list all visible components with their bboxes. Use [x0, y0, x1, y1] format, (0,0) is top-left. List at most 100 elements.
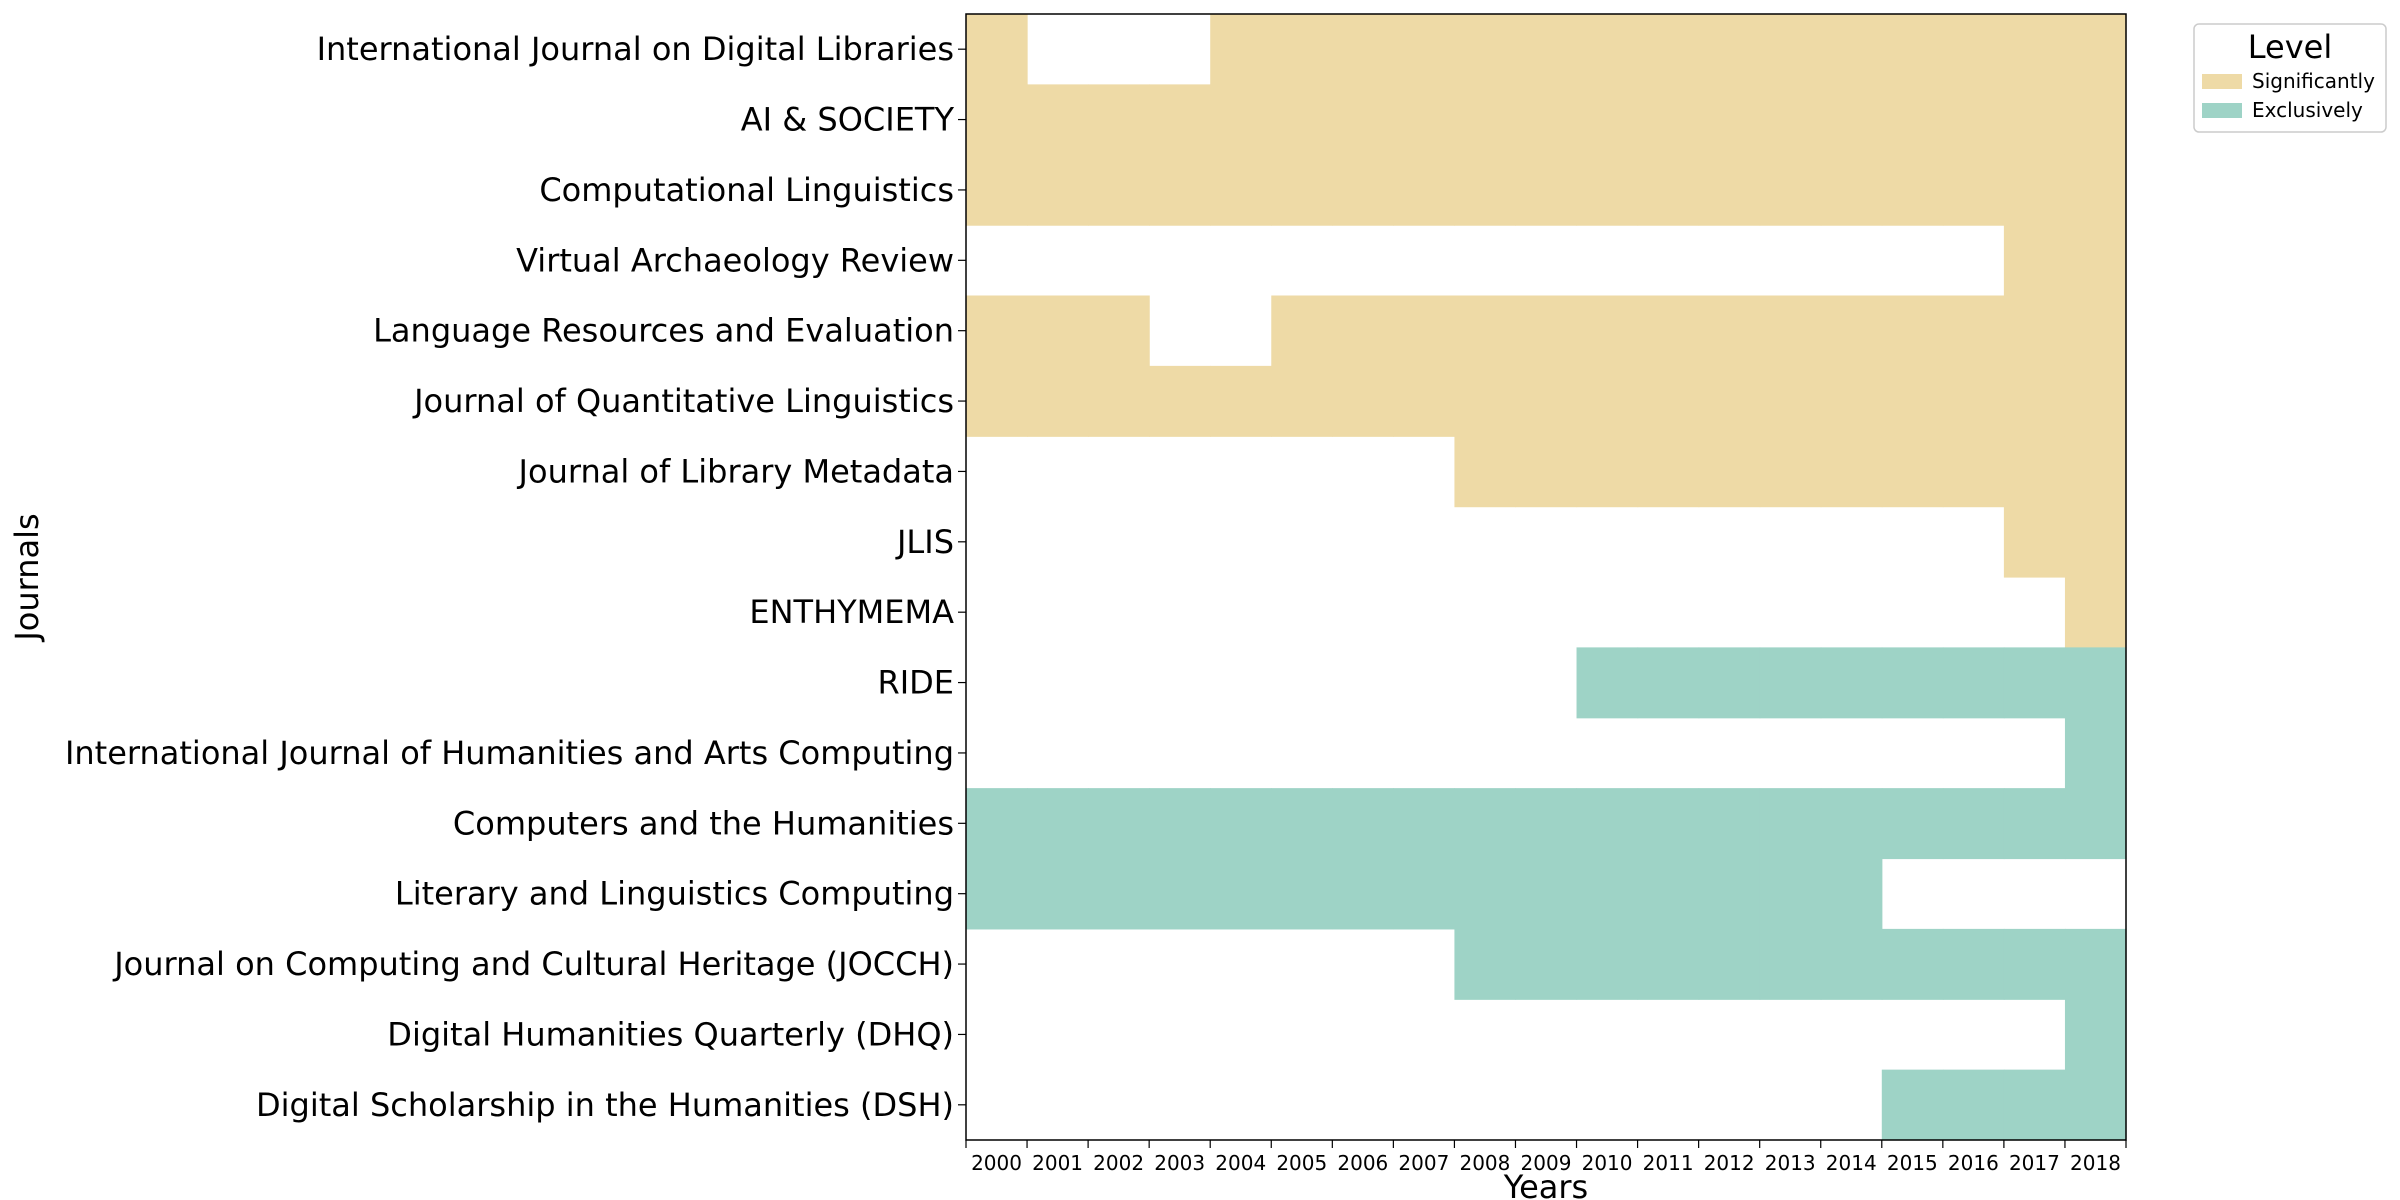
heatmap-cell — [1942, 295, 2005, 367]
heatmap-cell — [1393, 154, 1456, 226]
x-tick-label: 2001 — [1032, 1151, 1083, 1175]
heatmap-cell — [1271, 365, 1333, 437]
legend-label: Exclusively — [2252, 98, 2363, 122]
heatmap-cell — [1881, 84, 1944, 156]
heatmap-cell — [1149, 858, 1211, 930]
y-tick-label: Computers and the Humanities — [453, 804, 954, 842]
heatmap-cell — [2003, 788, 2066, 860]
heatmap-cell — [1576, 788, 1639, 860]
y-tick-label: Journal of Quantitative Linguistics — [412, 382, 954, 420]
heatmap-cell — [1454, 928, 1517, 1000]
heatmap-cell — [1454, 295, 1517, 367]
heatmap-cell — [1210, 14, 1272, 85]
heatmap-cell — [1759, 154, 1822, 226]
heatmap-cell — [1454, 436, 1517, 508]
heatmap-cell — [1881, 647, 1944, 719]
heatmap-cell — [1210, 154, 1272, 226]
x-tick-label: 2000 — [971, 1151, 1022, 1175]
heatmap-cell — [1759, 858, 1822, 930]
heatmap-cell — [1759, 365, 1822, 437]
heatmap-cell — [1332, 788, 1394, 860]
heatmap-cell — [1027, 365, 1089, 437]
heatmap-cell — [2064, 225, 2127, 297]
heatmap-cell — [2064, 295, 2127, 367]
heatmap-cell — [1576, 436, 1639, 508]
heatmap-cell — [1515, 154, 1578, 226]
heatmap-cell — [1576, 928, 1639, 1000]
heatmap-cell — [1027, 858, 1089, 930]
heatmap-cell — [1759, 295, 1822, 367]
heatmap-cell — [1942, 1069, 2005, 1141]
heatmap-cell — [1637, 788, 1700, 860]
heatmap-cell — [1698, 647, 1761, 719]
heatmap-cell — [1454, 788, 1517, 860]
heatmap-cell — [2064, 436, 2127, 508]
heatmap-cell — [1881, 1069, 1944, 1141]
heatmap-cell — [2064, 577, 2127, 648]
heatmap-cell — [1576, 647, 1639, 719]
legend-swatch — [2202, 103, 2242, 118]
heatmap-cell — [2064, 84, 2127, 156]
heatmap-cell — [1393, 295, 1456, 367]
heatmap-cell — [1576, 84, 1639, 156]
heatmap-cell — [966, 365, 1028, 437]
heatmap-cell — [1332, 154, 1394, 226]
heatmap-cell — [1515, 365, 1578, 437]
heatmap-cell — [1454, 84, 1517, 156]
heatmap-cell — [1698, 84, 1761, 156]
y-tick-label: Virtual Archaeology Review — [516, 241, 954, 279]
heatmap-cell — [2003, 928, 2066, 1000]
heatmap-cell — [2064, 365, 2127, 437]
heatmap-cell — [1759, 788, 1822, 860]
heatmap-cell — [1698, 154, 1761, 226]
y-tick-label: Digital Scholarship in the Humanities (D… — [256, 1086, 954, 1124]
heatmap-cell — [1820, 154, 1883, 226]
x-tick-label: 2007 — [1398, 1151, 1449, 1175]
y-tick-label: Journal on Computing and Cultural Herita… — [112, 945, 954, 983]
heatmap-cell — [1271, 858, 1333, 930]
heatmap-cell — [1454, 154, 1517, 226]
heatmap-cell — [1088, 788, 1150, 860]
heatmap-cell — [1210, 858, 1272, 930]
y-tick-label: International Journal of Humanities and … — [65, 734, 954, 772]
heatmap-cell — [1149, 365, 1211, 437]
heatmap-cell — [1820, 788, 1883, 860]
heatmap-cell — [1820, 14, 1883, 85]
heatmap-cell — [1149, 154, 1211, 226]
heatmap-cell — [1454, 365, 1517, 437]
heatmap-cell — [1332, 858, 1394, 930]
heatmap-cell — [1820, 647, 1883, 719]
heatmap-cell — [2003, 295, 2066, 367]
heatmap-cell — [1942, 788, 2005, 860]
heatmap-cell — [1515, 858, 1578, 930]
heatmap-cell — [1759, 84, 1822, 156]
heatmap-cell — [1698, 436, 1761, 508]
heatmap-cell — [1820, 365, 1883, 437]
heatmap-cell — [2064, 647, 2127, 719]
y-tick-label: Computational Linguistics — [539, 171, 954, 209]
heatmap-cell — [1759, 647, 1822, 719]
legend-entries: Significantly Exclusively — [2202, 69, 2375, 122]
heatmap-cell — [1088, 365, 1150, 437]
heatmap-cell — [1942, 84, 2005, 156]
heatmap-cell — [1942, 436, 2005, 508]
heatmap-cell — [1454, 858, 1517, 930]
heatmap-cell — [1454, 14, 1517, 85]
x-tick-label: 2018 — [2070, 1151, 2121, 1175]
heatmap-cell — [1515, 436, 1578, 508]
heatmap-cell — [2003, 365, 2066, 437]
heatmap-cell — [1637, 436, 1700, 508]
heatmap-cell — [2003, 84, 2066, 156]
heatmap-cell — [1820, 858, 1883, 930]
heatmap-cell — [1637, 154, 1700, 226]
heatmap-cell — [966, 858, 1028, 930]
heatmap-cell — [1149, 788, 1211, 860]
heatmap-cell — [2003, 154, 2066, 226]
heatmap-cell — [1942, 647, 2005, 719]
heatmap-cell — [1210, 84, 1272, 156]
heatmap-cell — [1393, 788, 1456, 860]
heatmap-cell — [2003, 506, 2066, 578]
heatmap-cell — [1332, 14, 1394, 85]
heatmap-cell — [1637, 14, 1700, 85]
heatmap-cell — [1942, 14, 2005, 85]
